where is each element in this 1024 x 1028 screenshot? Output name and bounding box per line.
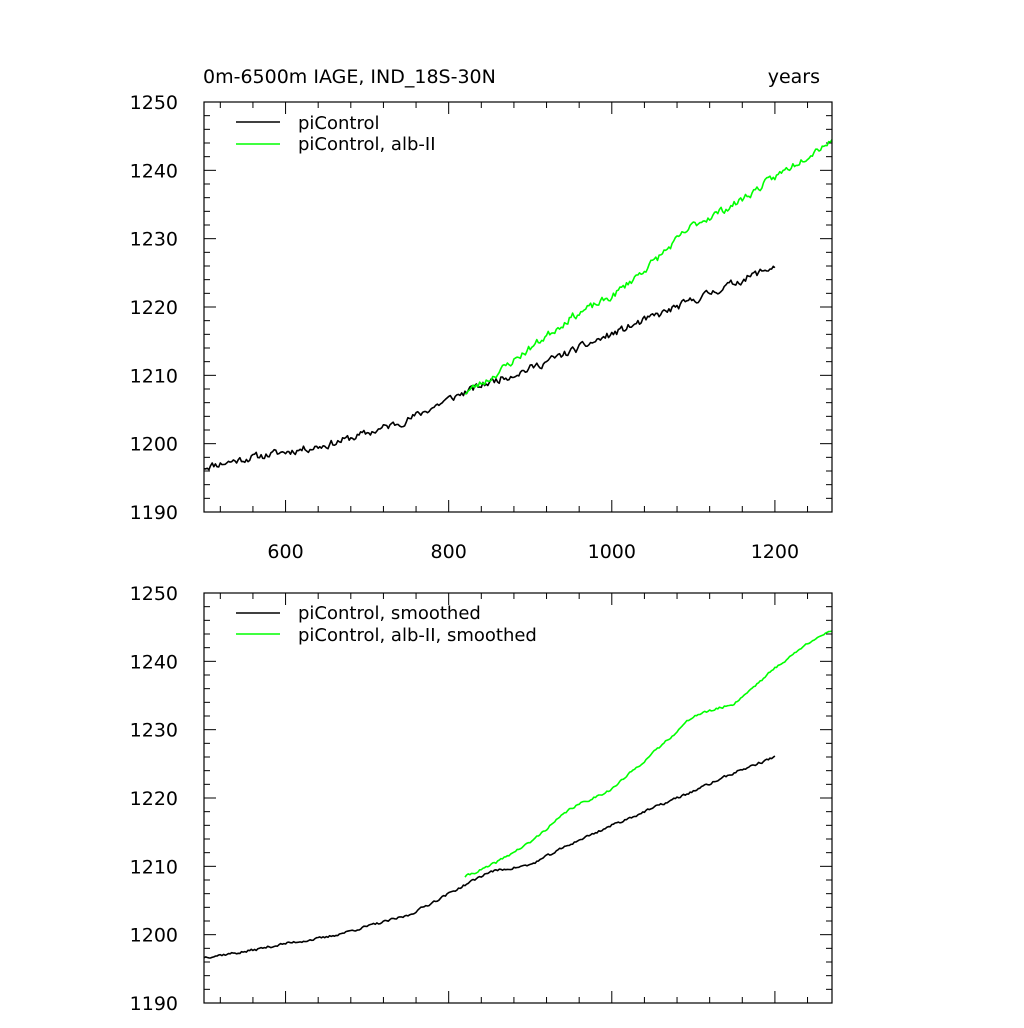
y-tick-label: 1210	[130, 365, 178, 387]
y-tick-label: 1220	[130, 297, 178, 319]
y-tick-label: 1230	[130, 229, 178, 251]
chart-title: 0m-6500m IAGE, IND_18S-30N	[203, 66, 496, 88]
y-tick-label: 1190	[130, 993, 178, 1015]
plot-frame	[203, 101, 833, 513]
series-line-picontrol-smoothed	[203, 755, 776, 959]
x-tick-label: 600	[267, 541, 303, 563]
legend-label-picontrol-smoothed: piControl, smoothed	[298, 603, 481, 624]
x-tick-label: 1200	[751, 541, 799, 563]
plot-frame	[203, 592, 833, 1004]
y-tick-label: 1220	[130, 788, 178, 810]
legend: piControl, smoothed piControl, alb-II, s…	[236, 603, 537, 646]
axis-ticks: 600 800 1000 1200 1190 1200 1210 1220 1230 1240 12…	[130, 92, 832, 563]
y-tick-label: 1240	[130, 160, 178, 182]
y-tick-label: 1210	[130, 856, 178, 878]
series-line-picontrol-alb-ii	[464, 139, 833, 395]
series-line-picontrol-alb-ii-smoothed	[464, 630, 833, 878]
legend: piControl piControl, alb-II	[236, 113, 436, 155]
legend-label-alb-ii-smoothed: piControl, alb-II, smoothed	[298, 625, 537, 646]
bottom-panel: 1190 1200 1210 1220 1230 1240 1250 piControl, …	[130, 583, 833, 1015]
legend-label-picontrol: piControl	[298, 113, 380, 134]
y-tick-label: 1250	[130, 583, 178, 605]
y-tick-label: 1240	[130, 651, 178, 673]
series-line-picontrol	[203, 265, 776, 471]
axis-ticks: 1190 1200 1210 1220 1230 1240 1250	[130, 583, 832, 1015]
x-tick-label: 1000	[588, 541, 636, 563]
units-label: years	[768, 66, 820, 88]
x-tick-label: 800	[431, 541, 467, 563]
y-tick-label: 1200	[130, 925, 178, 947]
y-tick-label: 1190	[130, 502, 178, 524]
top-panel: 0m-6500m IAGE, IND_18S-30N years 600 800 1…	[130, 66, 833, 563]
y-tick-label: 1200	[130, 434, 178, 456]
series-lines	[203, 139, 833, 471]
y-tick-label: 1250	[130, 92, 178, 114]
y-tick-label: 1230	[130, 720, 178, 742]
series-lines	[203, 630, 833, 959]
legend-label-alb-ii: piControl, alb-II	[298, 134, 436, 155]
